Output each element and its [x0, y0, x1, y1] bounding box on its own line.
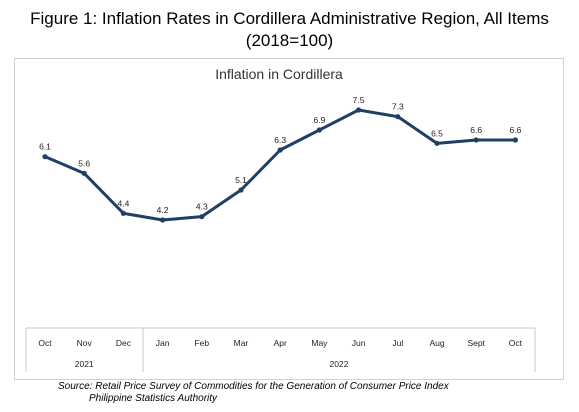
source-line2: Philippine Statistics Authority	[89, 393, 218, 404]
data-label: 6.1	[39, 142, 51, 152]
data-point	[120, 210, 126, 216]
chart-title: Inflation in Cordillera	[215, 66, 343, 82]
series-line	[43, 108, 517, 222]
figure-title-line2: (2018=100)	[245, 31, 334, 50]
x-tick-label: Aug	[429, 338, 444, 348]
figure-title: Figure 1: Inflation Rates in Cordillera …	[0, 8, 579, 52]
data-point	[316, 127, 322, 133]
x-tick-label: Feb	[194, 338, 209, 348]
x-tick-label: Oct	[38, 338, 52, 348]
x-tick-label: Oct	[509, 338, 523, 348]
data-point	[199, 214, 205, 220]
year-label: 2022	[330, 359, 349, 369]
data-point	[473, 137, 479, 143]
x-tick-label: Jan	[156, 338, 170, 348]
year-label: 2021	[75, 359, 94, 369]
chart-area	[14, 58, 564, 380]
x-tick-label: Sept	[467, 338, 485, 348]
source-line1: Source: Retail Price Survey of Commoditi…	[58, 381, 449, 392]
data-label: 6.6	[509, 125, 521, 135]
data-label: 7.3	[392, 102, 404, 112]
data-point	[238, 187, 244, 193]
data-point	[395, 114, 401, 120]
data-label: 7.5	[353, 95, 365, 105]
x-tick-label: Jul	[392, 338, 403, 348]
data-point	[434, 140, 440, 146]
data-label: 4.2	[157, 205, 169, 215]
x-tick-label: Apr	[274, 338, 287, 348]
data-point	[512, 137, 519, 143]
x-tick-label: Dec	[116, 338, 132, 348]
data-point	[160, 217, 166, 223]
x-tick-label: Jun	[352, 338, 366, 348]
data-point	[356, 107, 362, 113]
data-label: 6.9	[313, 115, 325, 125]
data-label: 6.6	[470, 125, 482, 135]
x-tick-label: Nov	[77, 338, 93, 348]
data-label: 4.3	[196, 202, 208, 212]
data-label: 6.3	[274, 135, 286, 145]
figure-title-line1: Figure 1: Inflation Rates in Cordillera …	[30, 9, 549, 28]
data-label: 5.1	[235, 175, 247, 185]
source-note: Source: Retail Price Survey of Commoditi…	[58, 381, 449, 405]
data-point	[42, 154, 48, 160]
data-point	[277, 147, 283, 153]
data-label: 5.6	[78, 158, 90, 168]
x-tick-label: May	[311, 338, 328, 348]
data-label: 6.5	[431, 128, 443, 138]
x-tick-label: Mar	[234, 338, 249, 348]
data-point	[81, 170, 87, 176]
data-label: 4.4	[117, 198, 129, 208]
